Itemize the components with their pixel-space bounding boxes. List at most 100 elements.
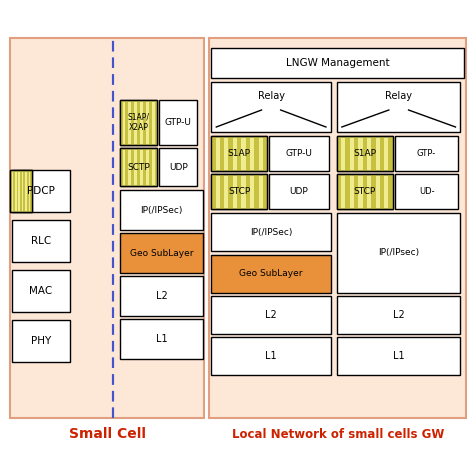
- Bar: [12, 170, 70, 212]
- Bar: [131, 100, 134, 145]
- Bar: [246, 174, 250, 209]
- Bar: [137, 148, 140, 186]
- Text: GTP-U: GTP-U: [285, 148, 312, 157]
- Bar: [337, 296, 460, 334]
- Bar: [10, 170, 32, 212]
- Bar: [228, 136, 233, 171]
- Bar: [126, 148, 128, 186]
- Bar: [119, 100, 157, 145]
- Bar: [211, 136, 216, 171]
- Bar: [263, 136, 267, 171]
- Text: STCP: STCP: [228, 187, 250, 196]
- Bar: [210, 38, 466, 418]
- Text: Geo SubLayer: Geo SubLayer: [130, 248, 193, 257]
- Bar: [119, 190, 203, 230]
- Bar: [211, 136, 267, 171]
- Text: L1: L1: [155, 334, 167, 344]
- Text: RLC: RLC: [31, 236, 51, 246]
- Bar: [149, 148, 152, 186]
- Bar: [27, 170, 28, 212]
- Bar: [346, 136, 350, 171]
- Bar: [337, 174, 341, 209]
- Bar: [155, 148, 157, 186]
- Bar: [10, 170, 12, 212]
- Bar: [143, 148, 146, 186]
- Bar: [380, 174, 384, 209]
- Bar: [119, 148, 157, 186]
- Text: L1: L1: [265, 351, 277, 361]
- Bar: [30, 170, 32, 212]
- Text: Geo SubLayer: Geo SubLayer: [239, 270, 303, 279]
- Bar: [23, 170, 25, 212]
- Text: LNGW Management: LNGW Management: [286, 58, 390, 68]
- Text: L2: L2: [265, 310, 277, 320]
- Text: PHY: PHY: [31, 336, 51, 346]
- Text: IP(/IPSec): IP(/IPSec): [140, 206, 182, 215]
- Bar: [10, 170, 32, 212]
- Bar: [211, 82, 331, 132]
- Text: L2: L2: [393, 310, 404, 320]
- Bar: [211, 174, 267, 209]
- Bar: [159, 148, 197, 186]
- Bar: [119, 148, 122, 186]
- Bar: [211, 213, 331, 251]
- Bar: [346, 174, 350, 209]
- Text: S1AP: S1AP: [353, 149, 376, 158]
- Bar: [363, 174, 367, 209]
- Bar: [155, 100, 157, 145]
- Text: SCTP: SCTP: [127, 163, 150, 172]
- Text: IP(/IPsec): IP(/IPsec): [378, 248, 419, 257]
- Bar: [395, 174, 458, 209]
- Text: Relay: Relay: [257, 91, 284, 101]
- Bar: [137, 100, 140, 145]
- Bar: [269, 174, 329, 209]
- Bar: [211, 174, 216, 209]
- Bar: [337, 213, 460, 293]
- Bar: [149, 100, 152, 145]
- Bar: [228, 174, 233, 209]
- Bar: [143, 100, 146, 145]
- Bar: [119, 233, 203, 273]
- Bar: [254, 174, 258, 209]
- Bar: [211, 48, 465, 78]
- Bar: [395, 136, 458, 171]
- Bar: [337, 136, 392, 171]
- Bar: [159, 100, 197, 145]
- Bar: [371, 174, 375, 209]
- Bar: [119, 148, 157, 186]
- Bar: [371, 136, 375, 171]
- Bar: [20, 170, 22, 212]
- Text: L2: L2: [155, 291, 167, 301]
- Bar: [119, 100, 122, 145]
- Bar: [388, 174, 392, 209]
- Bar: [337, 174, 392, 209]
- Bar: [119, 319, 203, 359]
- Bar: [337, 136, 392, 171]
- Bar: [211, 337, 331, 375]
- Text: UDP: UDP: [169, 163, 188, 172]
- Bar: [337, 82, 460, 132]
- Text: UDP: UDP: [290, 186, 309, 195]
- Text: UD-: UD-: [419, 186, 434, 195]
- Bar: [237, 136, 241, 171]
- Bar: [254, 136, 258, 171]
- Bar: [10, 38, 204, 418]
- Bar: [237, 174, 241, 209]
- Text: STCP: STCP: [354, 187, 376, 196]
- Bar: [380, 136, 384, 171]
- Text: Small Cell: Small Cell: [69, 427, 146, 441]
- Text: Relay: Relay: [385, 91, 412, 101]
- Bar: [119, 100, 157, 145]
- Bar: [131, 148, 134, 186]
- Bar: [337, 136, 341, 171]
- Bar: [17, 170, 18, 212]
- Text: MAC: MAC: [29, 286, 53, 296]
- Text: IP(/IPSec): IP(/IPSec): [250, 228, 292, 237]
- Bar: [220, 174, 224, 209]
- Bar: [354, 136, 358, 171]
- Bar: [269, 136, 329, 171]
- Bar: [211, 255, 331, 293]
- Bar: [211, 174, 267, 209]
- Text: GTP-: GTP-: [417, 148, 436, 157]
- Text: S1AP: S1AP: [228, 149, 251, 158]
